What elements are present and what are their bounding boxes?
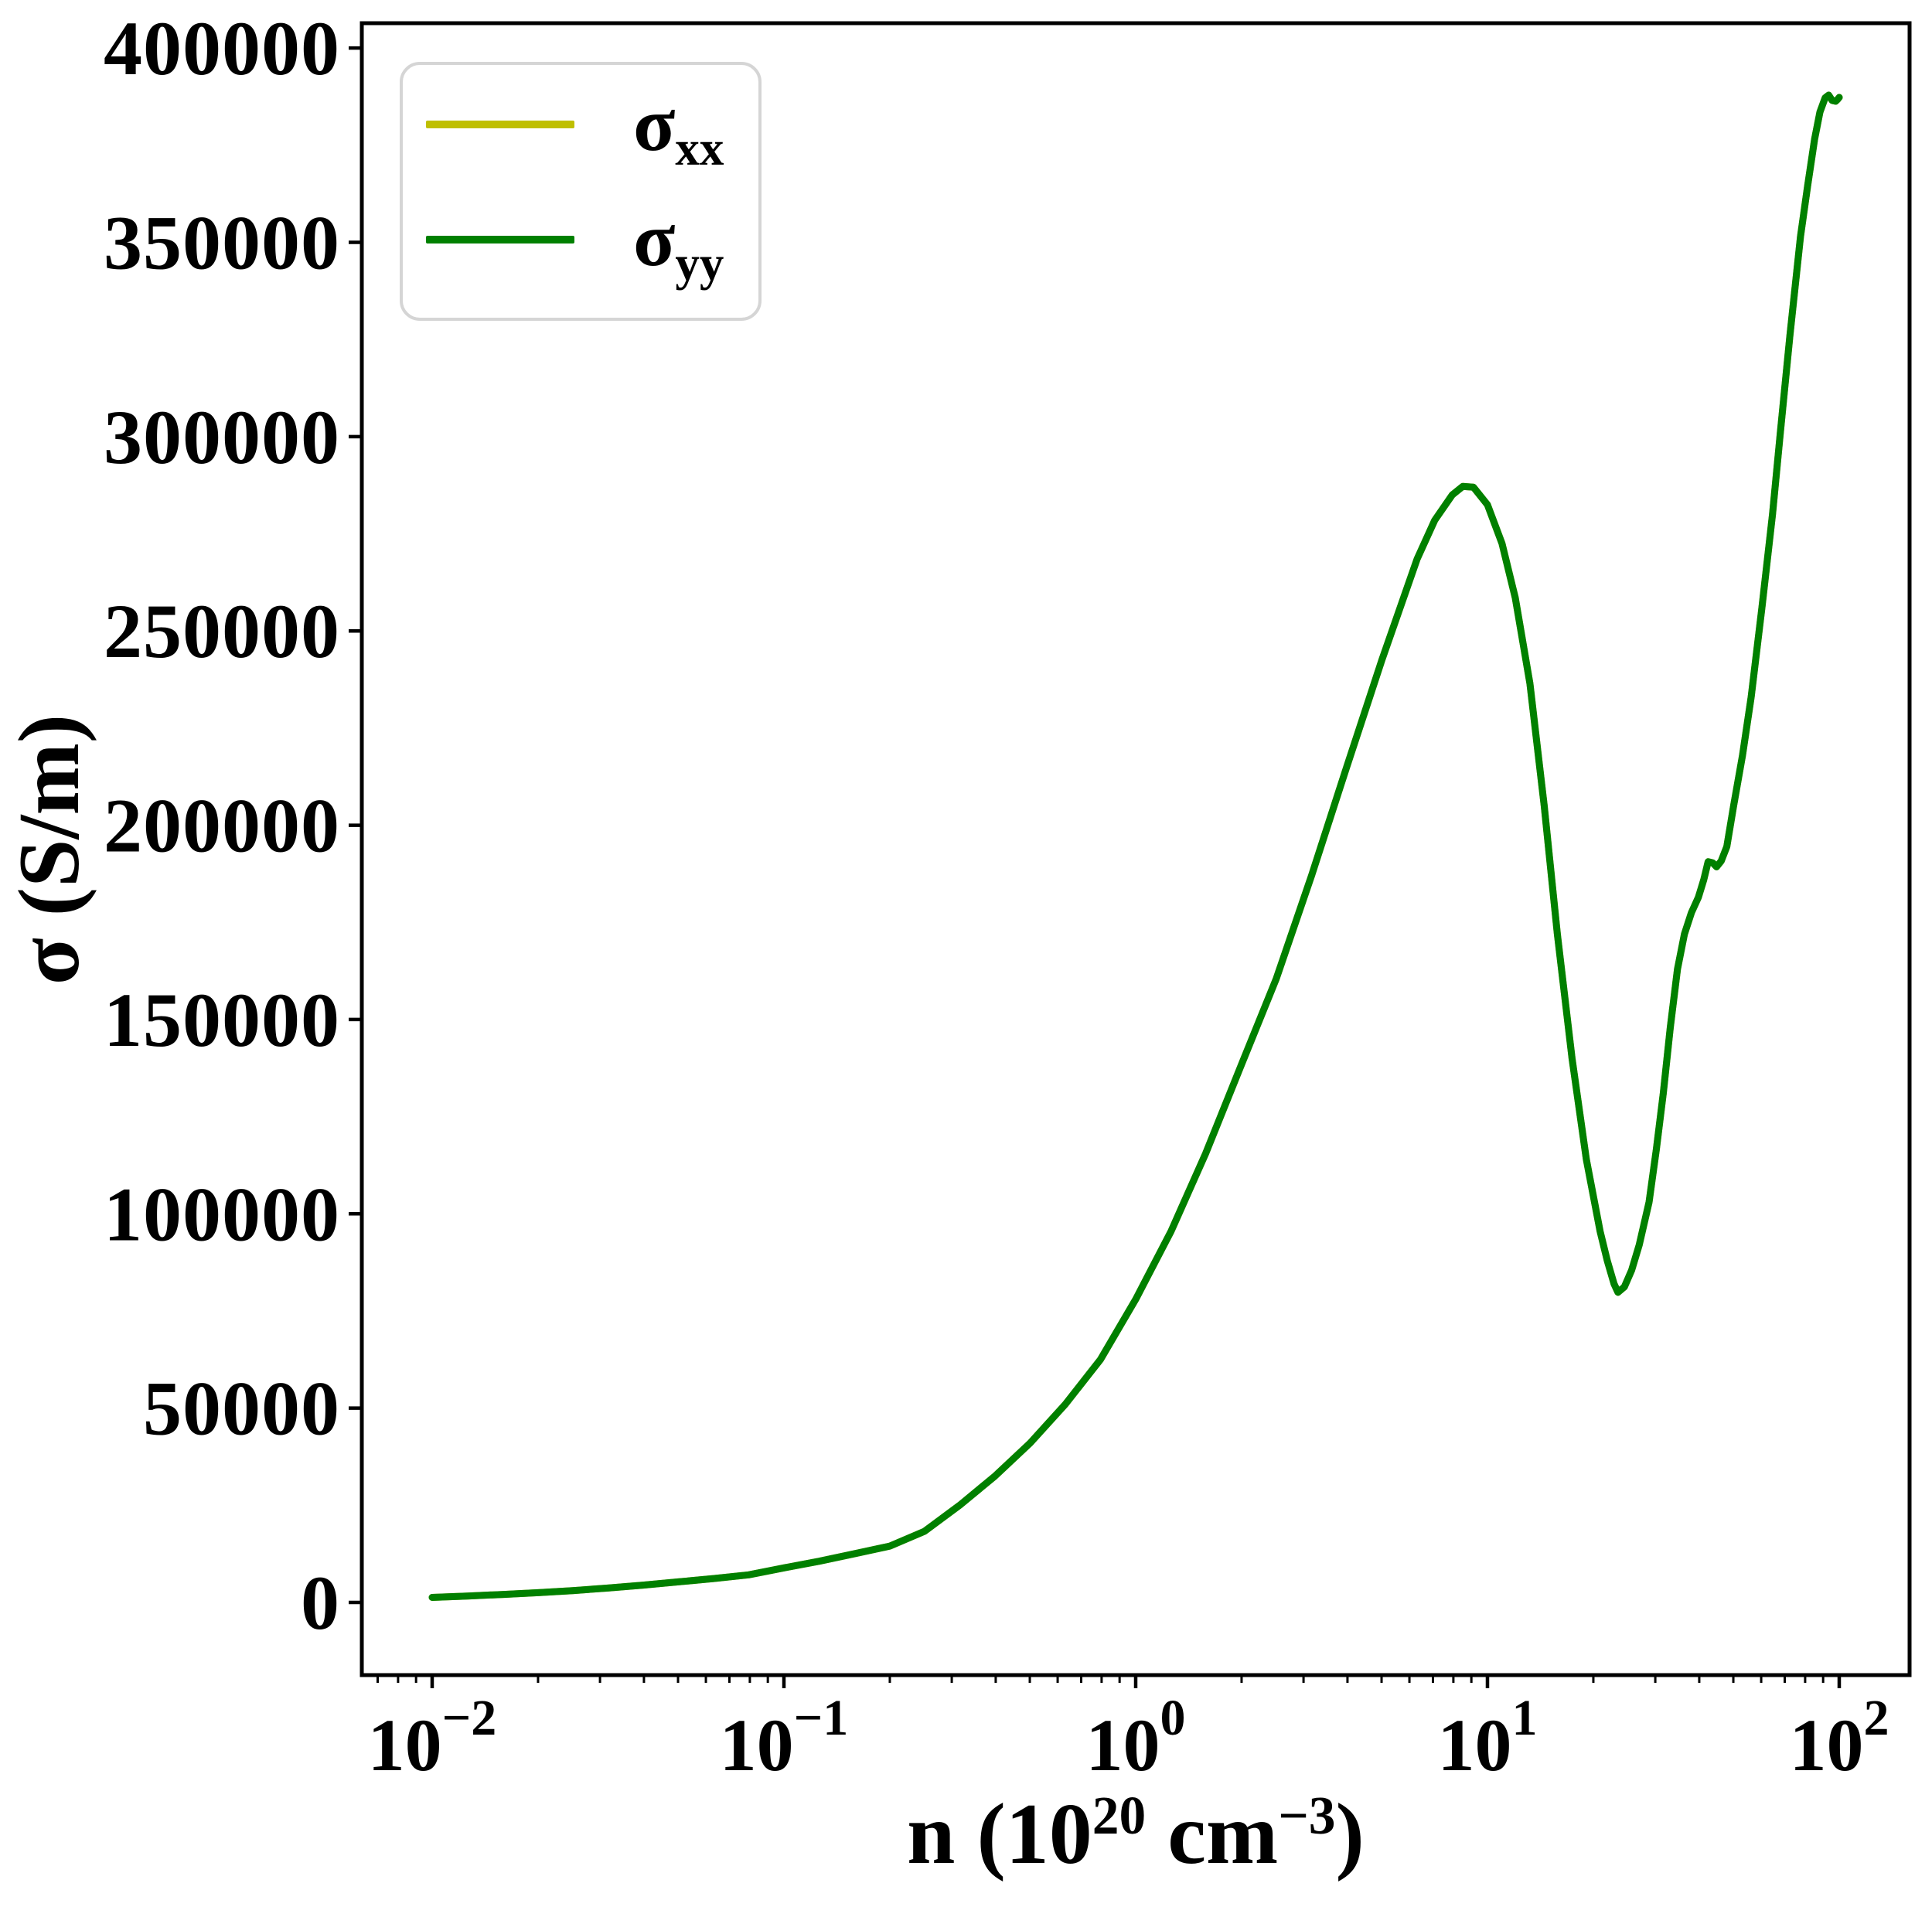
x-tick-label: 102 [1789,1690,1889,1786]
legend-line-sigma-yy [426,235,574,243]
legend-item-sigma-yy: σyy [403,182,758,297]
y-tick-label: 300000 [104,394,340,480]
legend-line-sigma-xx [426,120,574,128]
x-tick-label: 100 [1085,1690,1185,1786]
legend-label-base: σ [633,196,676,282]
legend-label-base: σ [633,80,676,167]
x-axis-label-exponent: 20 [1092,1786,1147,1846]
x-axis-label-text: n (10 [907,1786,1092,1882]
y-tick-label: 350000 [104,200,340,286]
y-tick-label: 0 [301,1560,340,1646]
x-axis-label-unit: cm [1146,1786,1279,1882]
y-tick-label: 250000 [104,588,340,674]
x-axis-label: n (1020 cm−3) [907,1786,1365,1882]
y-tick-label: 200000 [104,783,340,869]
legend-label-subscript: xx [675,121,724,175]
legend-label-subscript: yy [675,236,724,291]
legend: σxx σyy [400,62,762,321]
x-tick-label: 10−1 [720,1690,849,1786]
y-tick-label: 150000 [104,977,340,1063]
legend-item-sigma-xx: σxx [403,66,758,182]
x-axis-label-unit-exponent: −3 [1278,1786,1336,1846]
legend-label-sigma-yy: σyy [633,200,724,288]
x-tick-label: 101 [1437,1690,1537,1786]
y-tick-label: 100000 [104,1171,340,1257]
y-tick-label: 50000 [143,1366,340,1452]
x-tick-label: 10−2 [368,1690,497,1786]
legend-label-sigma-xx: σxx [633,85,724,172]
sigma_yy-curve [428,91,1843,1601]
y-tick-label: 400000 [104,5,340,91]
x-axis-label-close: ) [1335,1786,1365,1882]
y-axis-label: σ (S/m) [2,713,97,986]
